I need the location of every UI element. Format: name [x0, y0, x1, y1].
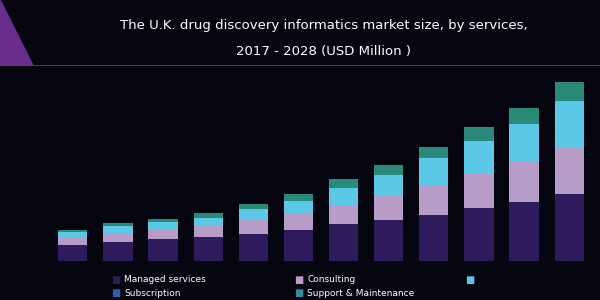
- Bar: [464, 141, 494, 173]
- Bar: [58, 245, 88, 261]
- Bar: [509, 124, 539, 162]
- Text: ■: ■: [111, 288, 120, 298]
- Bar: [239, 220, 268, 234]
- Text: Managed services: Managed services: [124, 275, 206, 284]
- Text: ■: ■: [294, 288, 303, 298]
- Bar: [284, 194, 313, 200]
- Bar: [58, 232, 88, 237]
- Bar: [374, 175, 403, 196]
- Text: ■: ■: [465, 274, 474, 285]
- Bar: [194, 226, 223, 237]
- Bar: [554, 82, 584, 101]
- Bar: [194, 218, 223, 226]
- Bar: [103, 242, 133, 261]
- Bar: [419, 214, 448, 261]
- Bar: [239, 234, 268, 261]
- Bar: [284, 230, 313, 261]
- Bar: [419, 185, 448, 214]
- Text: Support & Maintenance: Support & Maintenance: [307, 289, 415, 298]
- Bar: [148, 219, 178, 222]
- Bar: [103, 233, 133, 242]
- Bar: [509, 202, 539, 261]
- Bar: [148, 239, 178, 261]
- Bar: [329, 188, 358, 205]
- Bar: [329, 205, 358, 224]
- Bar: [554, 194, 584, 261]
- Text: Consulting: Consulting: [307, 275, 355, 284]
- Text: ■: ■: [111, 274, 120, 285]
- Bar: [284, 214, 313, 230]
- Bar: [329, 179, 358, 188]
- Bar: [464, 208, 494, 261]
- Bar: [58, 237, 88, 245]
- Bar: [239, 204, 268, 209]
- Bar: [58, 230, 88, 232]
- Text: Subscription: Subscription: [124, 289, 181, 298]
- Bar: [554, 146, 584, 194]
- Bar: [419, 158, 448, 185]
- Bar: [509, 108, 539, 124]
- Text: The U.K. drug discovery informatics market size, by services,: The U.K. drug discovery informatics mark…: [120, 19, 528, 32]
- Bar: [464, 127, 494, 141]
- Bar: [103, 226, 133, 233]
- Bar: [374, 220, 403, 261]
- Bar: [148, 230, 178, 239]
- Bar: [419, 146, 448, 158]
- Bar: [554, 101, 584, 146]
- Bar: [239, 209, 268, 220]
- Bar: [103, 223, 133, 226]
- Bar: [194, 237, 223, 261]
- Bar: [194, 214, 223, 218]
- Bar: [148, 222, 178, 230]
- Text: 2017 - 2028 (USD Million ): 2017 - 2028 (USD Million ): [236, 45, 412, 58]
- Bar: [374, 165, 403, 175]
- Bar: [464, 173, 494, 208]
- Bar: [284, 200, 313, 214]
- Bar: [329, 224, 358, 261]
- Polygon shape: [0, 0, 33, 66]
- Bar: [509, 162, 539, 202]
- Text: ■: ■: [294, 274, 303, 285]
- Bar: [374, 196, 403, 220]
